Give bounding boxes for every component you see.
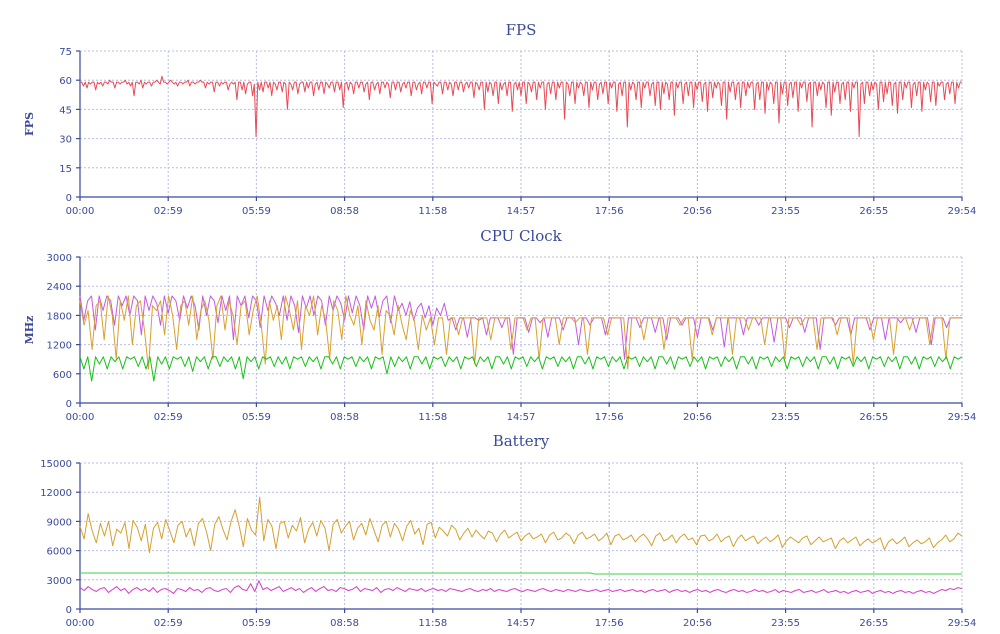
fps-x-tick-label: 26:55 <box>859 206 888 217</box>
cpu-clock-x-tick-label: 14:57 <box>507 412 536 423</box>
fps-x-tick-label: 11:58 <box>418 206 447 217</box>
battery-series-line-2 <box>80 572 962 575</box>
cpu-clock-y-tick-label: 2400 <box>47 282 72 293</box>
cpu-clock-x-tick-label: 23:55 <box>771 412 800 423</box>
cpu-clock-x-tick-label: 29:54 <box>948 412 977 423</box>
cpu-clock-y-tick-label: 1200 <box>47 341 72 352</box>
cpu-clock-x-tick-label: 26:55 <box>859 412 888 423</box>
battery-y-tick-label: 6000 <box>47 547 72 558</box>
cpu-clock-x-tick-label: 05:59 <box>242 412 271 423</box>
cpu-clock-chart: CPU Clock MHz 0 600 1200 1800 2400 3000 00:00 02:… <box>23 227 976 423</box>
cpu-clock-x-tick-label: 02:59 <box>154 412 183 423</box>
battery-x-tick-label: 11:58 <box>418 618 447 629</box>
battery-x-tick-label: 02:59 <box>154 618 183 629</box>
battery-y-tick-label: 12000 <box>40 488 72 499</box>
battery-x-tick-label: 14:57 <box>507 618 536 629</box>
battery-x-tick-label: 00:00 <box>66 618 95 629</box>
battery-y-tick-label: 0 <box>66 605 72 616</box>
fps-y-tick-label: 45 <box>59 105 72 116</box>
battery-series-line-1 <box>79 496 963 554</box>
cpu-clock-x-tick-label: 08:58 <box>330 412 359 423</box>
battery-y-tick-label: 15000 <box>40 459 72 470</box>
battery-x-tick-label: 29:54 <box>948 618 977 629</box>
battery-chart-title: Battery <box>493 432 550 450</box>
fps-x-tick-label: 29:54 <box>948 206 977 217</box>
battery-x-tick-label: 08:58 <box>330 618 359 629</box>
fps-x-tick-label: 05:59 <box>242 206 271 217</box>
fps-y-tick-label: 30 <box>59 135 72 146</box>
cpu-clock-x-tick-label: 00:00 <box>66 412 95 423</box>
fps-x-tick-label: 00:00 <box>66 206 95 217</box>
battery-x-tick-label: 17:56 <box>595 618 624 629</box>
cpu-clock-x-tick-label: 11:58 <box>418 412 447 423</box>
fps-chart-title: FPS <box>506 21 537 39</box>
cpu-clock-y-tick-label: 3000 <box>47 253 72 264</box>
battery-y-tick-label: 3000 <box>47 576 72 587</box>
fps-series-line-1 <box>80 75 962 138</box>
cpu-clock-x-tick-label: 17:56 <box>595 412 624 423</box>
cpu-clock-y-tick-label: 1800 <box>47 311 72 322</box>
fps-x-tick-label: 14:57 <box>507 206 536 217</box>
fps-y-tick-label: 0 <box>66 193 72 204</box>
battery-x-tick-label: 05:59 <box>242 618 271 629</box>
battery-chart: Battery 0 3000 6000 9000 12000 15000 00:00 02:59… <box>40 432 976 629</box>
fps-y-tick-label: 15 <box>59 164 72 175</box>
battery-x-tick-label: 20:56 <box>683 618 712 629</box>
battery-x-tick-label: 26:55 <box>859 618 888 629</box>
fps-y-tick-label: 60 <box>59 76 72 87</box>
fps-chart: FPS FPS 0 15 30 45 60 75 00:00 02:59 05:59 08:58 11:… <box>23 21 976 217</box>
battery-y-tick-label: 9000 <box>47 517 72 528</box>
fps-y-axis-label: FPS <box>23 112 36 136</box>
cpu-clock-series-line-2 <box>79 295 962 370</box>
fps-x-tick-label: 17:56 <box>595 206 624 217</box>
battery-series-line-3 <box>79 580 963 594</box>
cpu-clock-y-axis-label: MHz <box>23 316 36 345</box>
cpu-clock-y-tick-label: 0 <box>66 399 72 410</box>
fps-y-tick-label: 75 <box>59 47 72 58</box>
cpu-clock-x-tick-label: 20:56 <box>683 412 712 423</box>
cpu-clock-series-line-3 <box>79 356 963 382</box>
fps-x-tick-label: 20:56 <box>683 206 712 217</box>
fps-x-tick-label: 23:55 <box>771 206 800 217</box>
cpu-clock-y-tick-label: 600 <box>53 370 72 381</box>
fps-x-tick-label: 08:58 <box>330 206 359 217</box>
cpu-clock-chart-title: CPU Clock <box>480 227 562 245</box>
fps-x-tick-label: 02:59 <box>154 206 183 217</box>
battery-x-tick-label: 23:55 <box>771 618 800 629</box>
